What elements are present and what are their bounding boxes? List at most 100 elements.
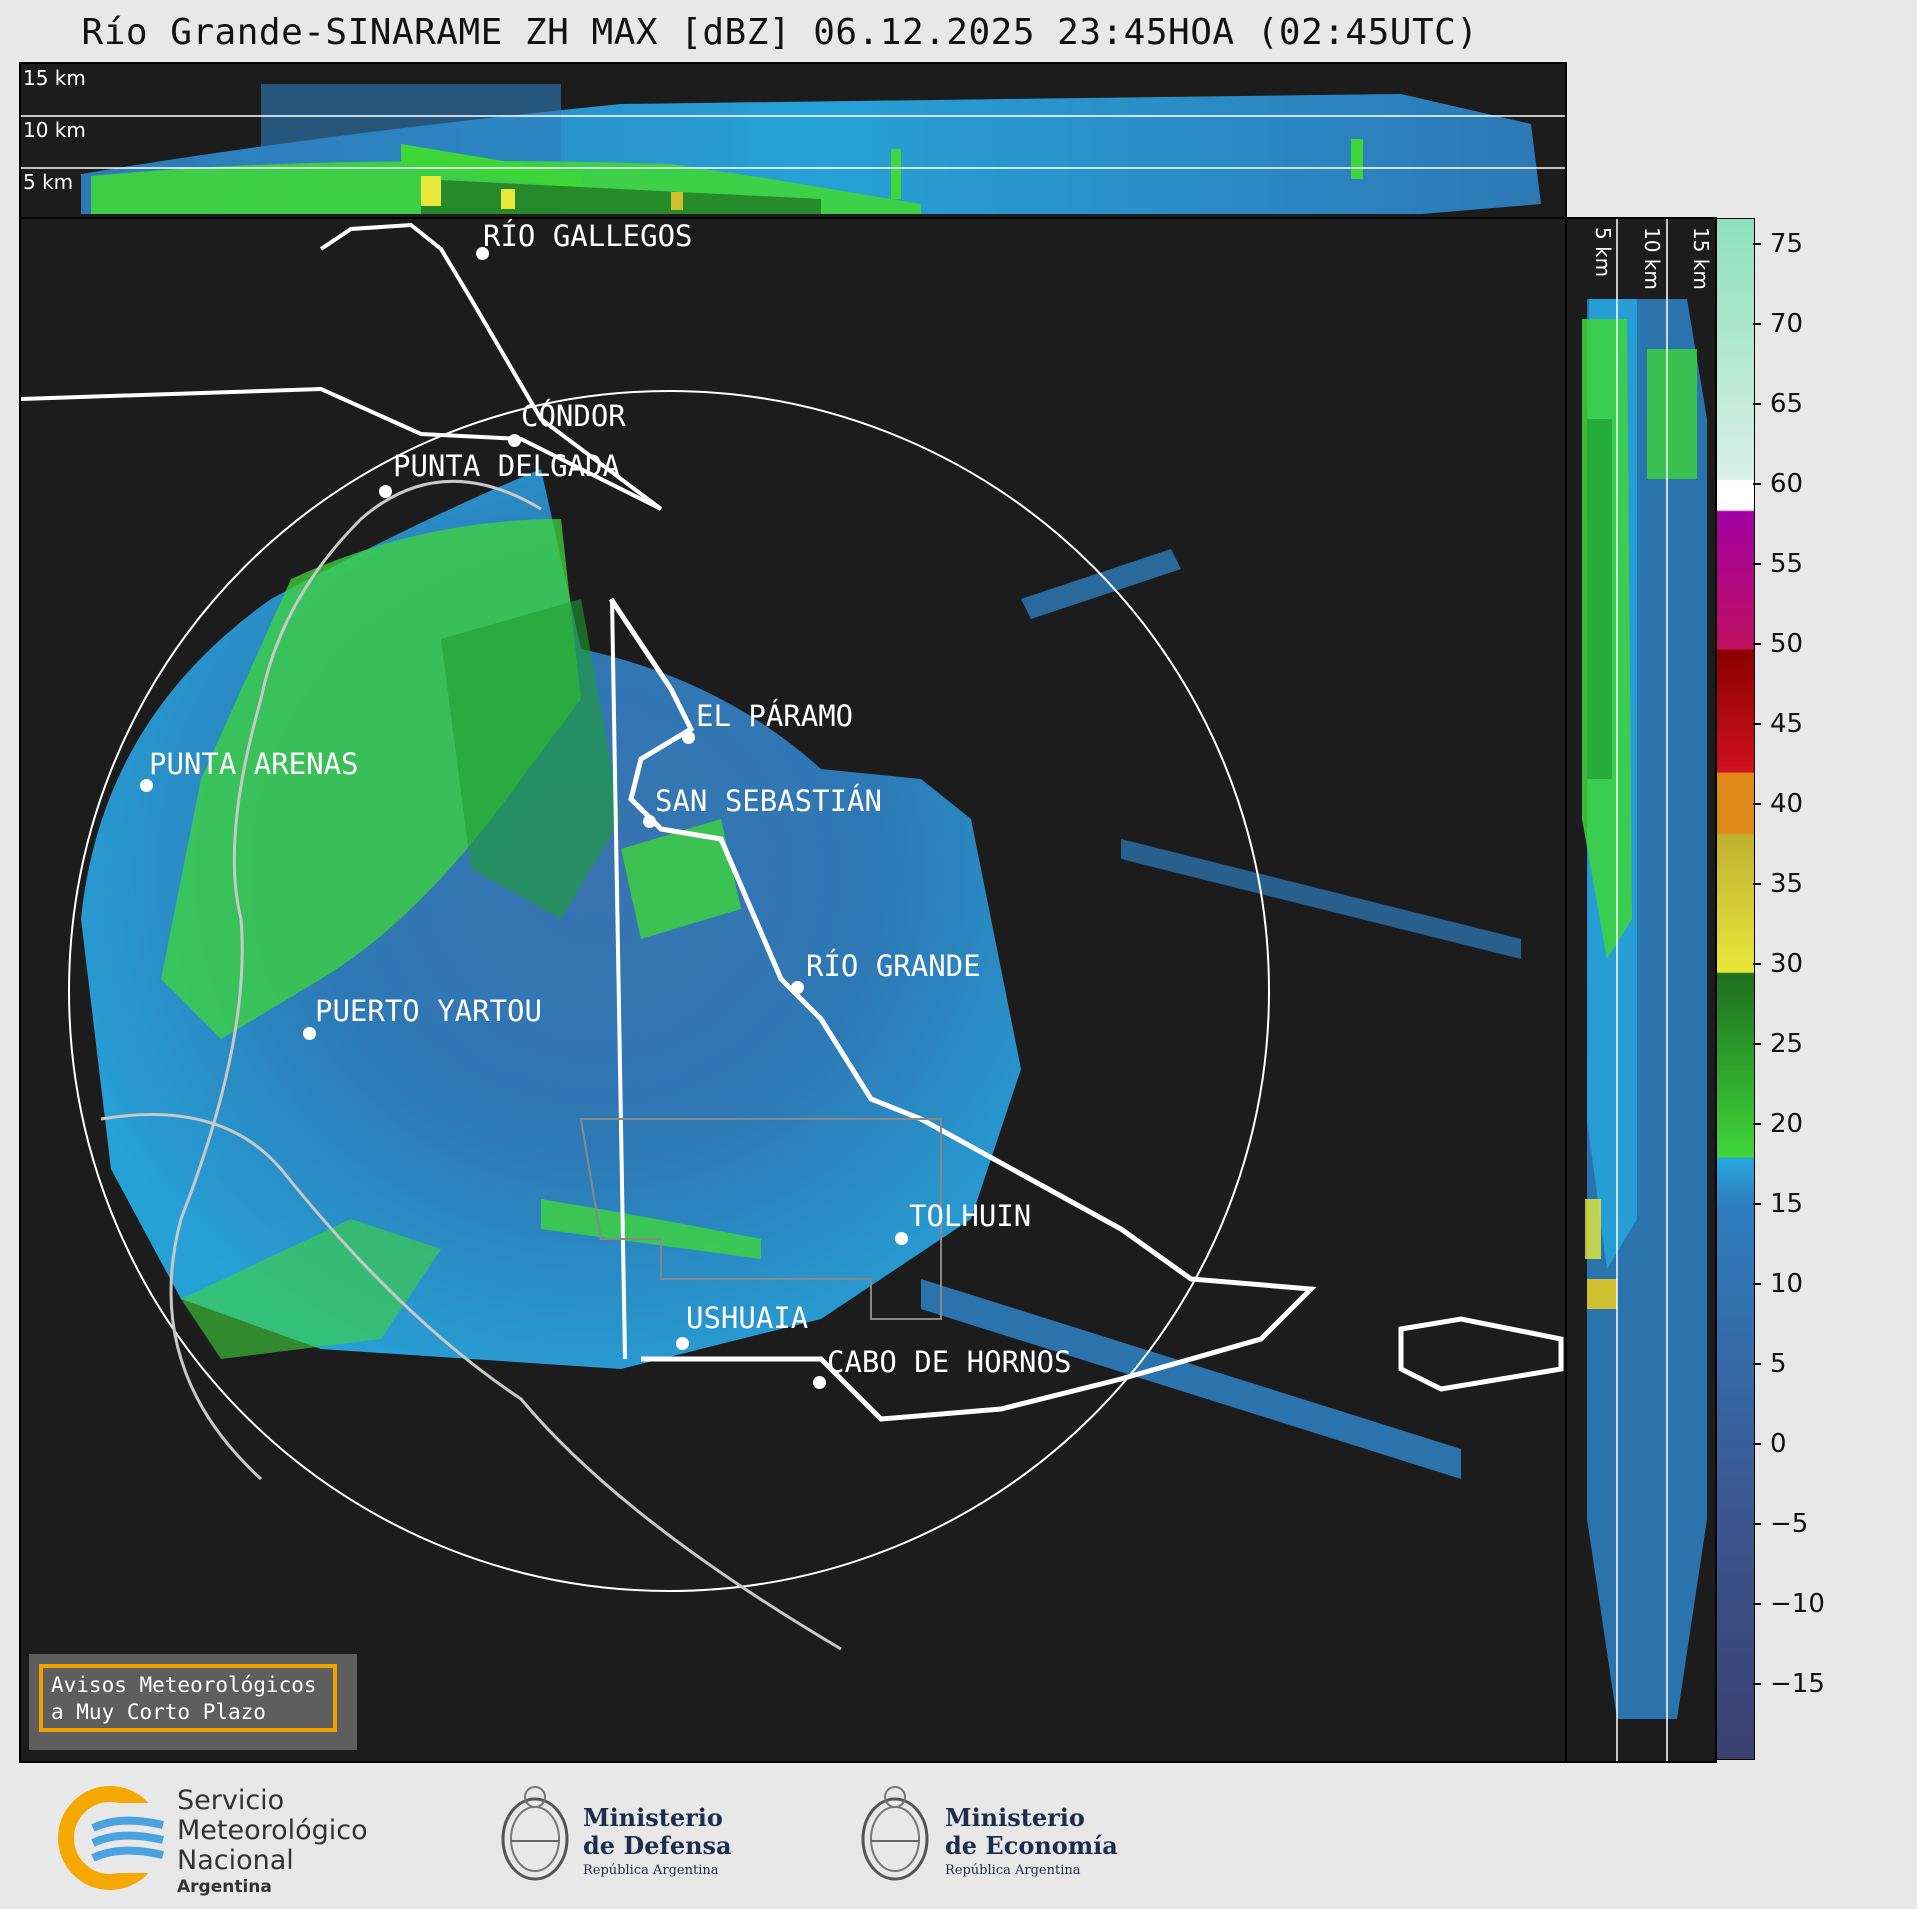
- warning-line-2: a Muy Corto Plazo: [51, 1700, 266, 1724]
- warning-box[interactable]: Avisos Meteorológicos a Muy Corto Plazo: [29, 1654, 357, 1750]
- border-vertical: [610, 598, 627, 1360]
- altitude-label-5km: 5 km: [23, 170, 74, 194]
- top-cross-section-panel: 15 km 10 km 5 km: [19, 62, 1567, 219]
- tick-mark: [1753, 1283, 1761, 1285]
- tick-mark: [1753, 1043, 1761, 1045]
- tick-mark: [1753, 723, 1761, 725]
- smn-line-2: Meteorológico: [177, 1815, 368, 1846]
- tick-label: 25: [1770, 1029, 1804, 1059]
- economia-line-3: República Argentina: [945, 1863, 1081, 1878]
- coastline-south: [100, 1113, 842, 1651]
- border-line: [21, 386, 662, 511]
- tick-mark: [1753, 883, 1761, 885]
- tick-label: 70: [1770, 309, 1804, 339]
- smn-logo: Servicio Meteorológico Nacional Argentin…: [55, 1775, 395, 1897]
- coastline-north: [319, 222, 663, 511]
- city-label-tolhuin: TOLHUIN: [909, 1199, 1032, 1233]
- tick-mark: [1753, 1443, 1761, 1445]
- tick-label: 10: [1770, 1269, 1804, 1299]
- argentina-seal-icon: [501, 1786, 569, 1881]
- ministerio-defensa-logo: Ministerio de Defensa República Argentin…: [495, 1775, 755, 1895]
- city-label-ushuaia: USHUAIA: [686, 1301, 809, 1335]
- tick-label: 75: [1770, 229, 1804, 259]
- tick-mark: [1753, 323, 1761, 325]
- city-dot: [140, 779, 153, 792]
- tick-mark: [1753, 803, 1761, 805]
- tick-label: −10: [1770, 1589, 1825, 1619]
- city-label-el-paramo: EL PÁRAMO: [696, 699, 854, 733]
- city-label-rio-grande: RÍO GRANDE: [806, 949, 981, 983]
- defensa-line-1: Ministerio: [583, 1803, 723, 1832]
- tick-label: 30: [1770, 949, 1804, 979]
- smn-logo-icon: [58, 1786, 175, 1890]
- tick-label: 35: [1770, 869, 1804, 899]
- tick-mark: [1753, 1123, 1761, 1125]
- altitude-label-5km-vertical: 5 km: [1591, 227, 1615, 278]
- tick-mark: [1753, 963, 1761, 965]
- city-label-punta-delgada: PUNTA DELGADA: [393, 449, 620, 483]
- ministerio-economia-logo: Ministerio de Economía República Argenti…: [855, 1775, 1135, 1895]
- argentina-seal-icon: [861, 1786, 929, 1881]
- tick-label: 15: [1770, 1189, 1804, 1219]
- tick-label: 5: [1770, 1349, 1787, 1379]
- city-dot: [791, 981, 804, 994]
- city-dot: [476, 247, 489, 260]
- tick-label: 65: [1770, 389, 1804, 419]
- tick-mark: [1753, 1683, 1761, 1685]
- region-boundary: [579, 1118, 942, 1320]
- isla-de-los-estados: [1398, 1316, 1564, 1392]
- tick-mark: [1753, 1203, 1761, 1205]
- city-label-puerto-yartou: PUERTO YARTOU: [315, 994, 542, 1028]
- city-dot: [895, 1232, 908, 1245]
- range-ring: [68, 390, 1270, 1592]
- side-cross-section-echo: [1582, 219, 1707, 1761]
- tick-label: 40: [1770, 789, 1804, 819]
- tick-label: 0: [1770, 1429, 1787, 1459]
- city-label-san-sebastian: SAN SEBASTIÁN: [655, 784, 882, 818]
- top-cross-section-echo: [21, 84, 1565, 214]
- tick-mark: [1753, 563, 1761, 565]
- radar-map: [21, 222, 1564, 1651]
- tick-mark: [1753, 1363, 1761, 1365]
- defensa-line-2: de Defensa: [583, 1831, 732, 1860]
- smn-line-1: Servicio: [177, 1785, 285, 1816]
- colorbar-gradient: [1717, 219, 1754, 1759]
- smn-line-3: Nacional: [177, 1845, 294, 1876]
- warning-box-frame: Avisos Meteorológicos a Muy Corto Plazo: [39, 1664, 337, 1732]
- tick-label: 45: [1770, 709, 1804, 739]
- tick-mark: [1753, 483, 1761, 485]
- economia-line-2: de Economía: [945, 1831, 1118, 1860]
- defensa-line-3: República Argentina: [583, 1863, 719, 1878]
- city-dot: [813, 1376, 826, 1389]
- city-dot: [643, 815, 656, 828]
- tick-label: 60: [1770, 469, 1804, 499]
- tick-mark: [1753, 1603, 1761, 1605]
- tick-mark: [1753, 643, 1761, 645]
- city-dot: [379, 485, 392, 498]
- economia-line-1: Ministerio: [945, 1803, 1085, 1832]
- tick-label: 20: [1770, 1109, 1804, 1139]
- tick-label: 50: [1770, 629, 1804, 659]
- tick-label: −5: [1770, 1509, 1809, 1539]
- tick-mark: [1753, 243, 1761, 245]
- coastline-tierra-del-fuego: [608, 597, 1317, 1422]
- tick-mark: [1753, 1523, 1761, 1525]
- city-dot: [682, 731, 695, 744]
- warning-line-1: Avisos Meteorológicos: [51, 1673, 317, 1697]
- colorbar: [1716, 218, 1755, 1760]
- coastline-chile: [169, 479, 542, 1481]
- side-cross-section-panel: 5 km 10 km 15 km: [1565, 217, 1717, 1763]
- city-label-cabo-de-hornos: CABO DE HORNOS: [827, 1345, 1072, 1379]
- page-title: Río Grande-SINARAME ZH MAX [dBZ] 06.12.2…: [81, 12, 1479, 53]
- tick-label: 55: [1770, 549, 1804, 579]
- tick-label: −15: [1770, 1669, 1825, 1699]
- city-label-condor: CÓNDOR: [521, 399, 626, 433]
- altitude-label-10km: 10 km: [23, 118, 86, 142]
- city-label-punta-arenas: PUNTA ARENAS: [149, 747, 359, 781]
- city-dot: [508, 434, 521, 447]
- city-dot: [303, 1027, 316, 1040]
- altitude-label-15km: 15 km: [23, 66, 86, 90]
- altitude-label-10km-vertical: 10 km: [1640, 227, 1664, 290]
- smn-line-4: Argentina: [177, 1877, 272, 1897]
- tick-mark: [1753, 403, 1761, 405]
